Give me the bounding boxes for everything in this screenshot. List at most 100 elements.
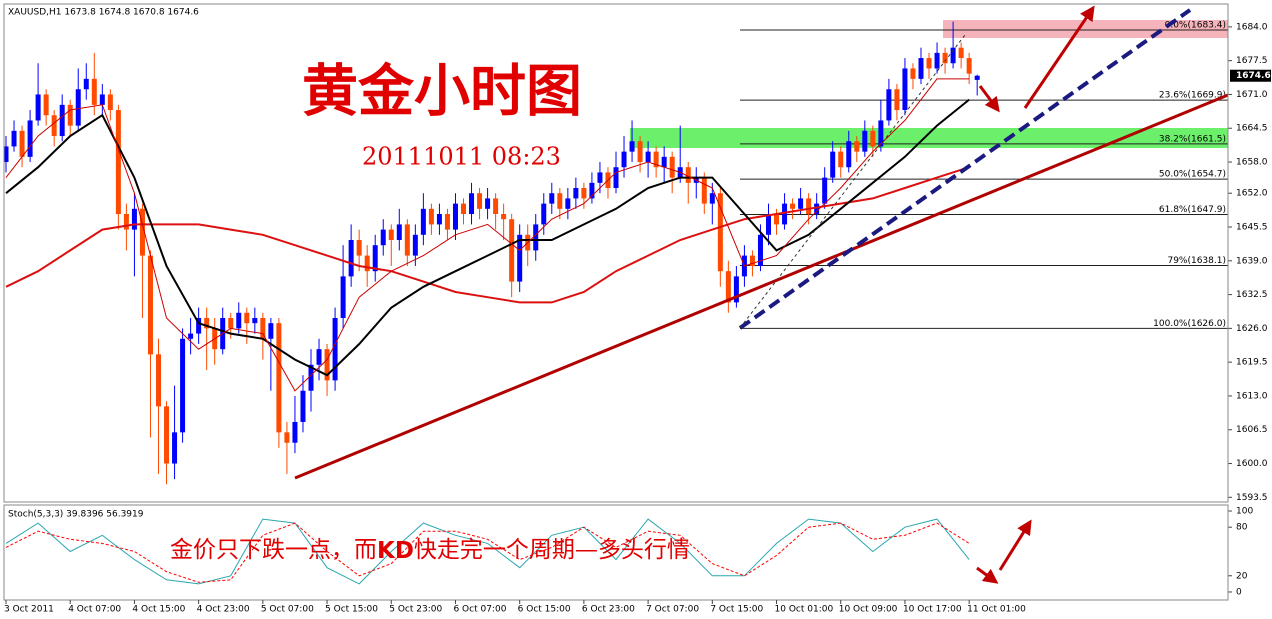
support-zone (630, 128, 1228, 148)
candle-body (99, 94, 105, 105)
candle-body (469, 193, 475, 215)
candle-body (709, 193, 715, 204)
candle-body (533, 224, 539, 251)
x-tick-label: 5 Oct 07:00 (261, 605, 314, 615)
candle-body (822, 177, 828, 204)
candle-body (581, 188, 587, 199)
candle-body (485, 198, 491, 209)
x-tick-label: 5 Oct 15:00 (325, 605, 378, 615)
candle-body (59, 104, 65, 137)
candle-body (669, 156, 675, 178)
fib-label: 79%(1638.1) (1167, 256, 1226, 266)
x-tick-label: 11 Oct 01:00 (967, 605, 1026, 615)
x-tick-label: 10 Oct 01:00 (775, 605, 834, 615)
candle-body (517, 234, 523, 282)
candle-body (380, 229, 386, 246)
candle-body (613, 167, 619, 189)
candle-body (428, 208, 434, 225)
candle-body (541, 203, 547, 225)
candle-body (894, 89, 900, 111)
fib-label: 38.2%(1661.5) (1159, 134, 1226, 144)
candle-body (196, 317, 202, 334)
moving-average (5, 98, 970, 377)
candle-body (846, 141, 852, 168)
annotation-part: 快走完一个周期—多头行情 (414, 537, 690, 563)
candle-body (388, 229, 394, 241)
candle-body (878, 120, 884, 147)
candle-body (123, 214, 129, 230)
drawings (294, 5, 1229, 584)
candle-body (356, 240, 362, 256)
y-tick-label: 1677.5 (1236, 56, 1268, 66)
fib-diagonal (739, 34, 966, 329)
candle-body (412, 234, 418, 256)
candle-body (942, 52, 948, 64)
candle-body (814, 203, 820, 215)
y-tick-label: 1684.0 (1236, 22, 1268, 32)
candle-body (573, 188, 579, 199)
candle-body (27, 120, 33, 157)
candle-body (477, 193, 483, 209)
candle-body (139, 208, 145, 256)
header: XAUUSD,H1 1673.8 1674.8 1670.8 1674.6 (8, 8, 199, 18)
price-marker (1230, 69, 1271, 82)
y-tick-label: 1645.5 (1236, 223, 1268, 233)
candle-body (974, 75, 980, 80)
y-tick-label: 1658.0 (1236, 158, 1268, 168)
candle-body (156, 354, 162, 407)
candle-body (685, 167, 691, 183)
candle-body (444, 214, 450, 230)
candle-body (164, 406, 170, 464)
candle-body (35, 94, 41, 121)
y-tick-label: 1652.0 (1236, 189, 1268, 199)
annotation-part: 金价只下跌一点，而 (170, 537, 377, 563)
arrow (978, 85, 1000, 113)
candle-body (180, 338, 186, 433)
candle-body (292, 421, 298, 443)
candle-body (645, 151, 651, 163)
candle-body (838, 151, 844, 168)
candle-body (204, 317, 210, 329)
x-tick-label: 10 Oct 17:00 (903, 605, 962, 615)
candle-body (757, 234, 763, 266)
candle-body (725, 271, 731, 303)
x-tick-label: 6 Oct 15:00 (518, 605, 571, 615)
candle-body (115, 110, 121, 215)
candle-body (324, 349, 330, 381)
candle-body (172, 432, 178, 464)
candle-body (749, 255, 755, 266)
arrow (976, 566, 999, 584)
candle-body (236, 312, 242, 329)
candle-body (886, 89, 892, 121)
candle-body (228, 317, 234, 329)
fib-label: 0.0%(1683.4) (1165, 20, 1226, 30)
candle-body (461, 203, 467, 215)
fib-label: 100.0%(1626.0) (1153, 319, 1226, 329)
trend-line (294, 93, 1229, 480)
candle-body (782, 203, 788, 225)
candle-body (910, 68, 916, 79)
y-tick-label: 1626.0 (1236, 324, 1268, 334)
candle-body (348, 240, 354, 277)
x-tick-label: 6 Oct 07:00 (453, 605, 506, 615)
trend-channel (738, 8, 1192, 330)
candle-body (452, 203, 458, 230)
candle-body (131, 208, 137, 230)
candle-body (902, 68, 908, 111)
price-panel: 1684.0 1677.5 1671.0 1664.5 1658.0 1652.0 1645… (3, 20, 1268, 503)
candle-body (958, 47, 964, 59)
candle-body (798, 198, 804, 209)
candle-body (420, 208, 426, 235)
candle-body (926, 58, 932, 69)
y-tick-label: 100 (1236, 506, 1253, 516)
candle-body (436, 214, 442, 225)
candle-body (3, 146, 9, 163)
stoch-line (5, 518, 970, 585)
y-tick-label: 20 (1236, 571, 1248, 581)
candle-body (107, 94, 113, 111)
moving-average (5, 166, 970, 304)
candle-body (870, 130, 876, 147)
y-tick-label: 1600.0 (1236, 459, 1268, 469)
candle-body (589, 182, 595, 199)
